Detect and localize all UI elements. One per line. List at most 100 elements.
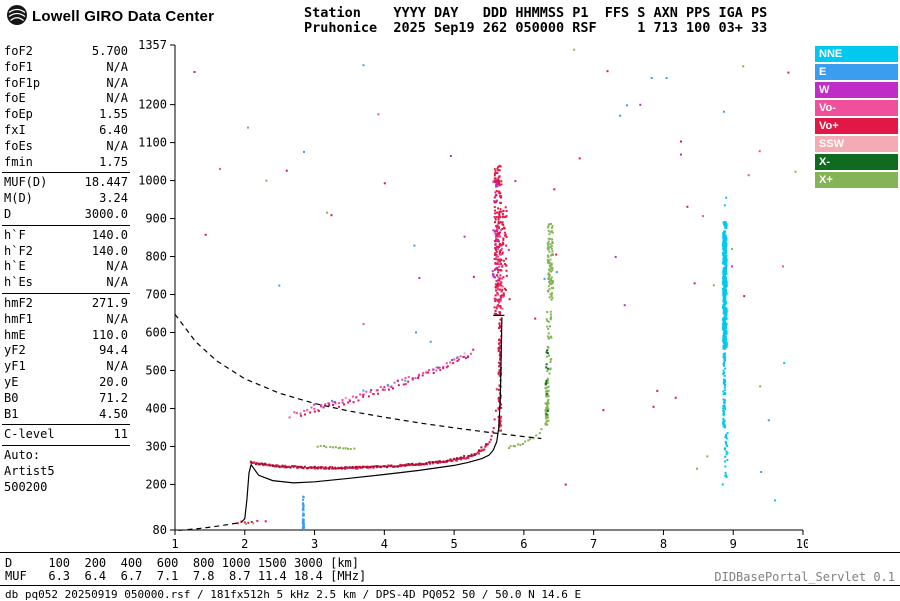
panel-divider	[2, 445, 130, 447]
legend-x-: X-	[815, 154, 898, 170]
param-foes: foEs N/A	[2, 139, 130, 155]
param-b0: B0 71.2	[2, 391, 130, 407]
param-label: B0	[4, 390, 19, 405]
param-fxi: fxI 6.40	[2, 123, 130, 139]
param-label: h`F2	[4, 243, 33, 258]
param-value: 271.9	[91, 295, 128, 310]
x-tick-label: 10	[796, 537, 808, 551]
distance-muf-table: D 100 200 400 600 800 1000 1500 3000 [km…	[5, 557, 366, 583]
y-tick-label: 400	[145, 401, 167, 415]
brand-title: Lowell GIRO Data Center	[32, 8, 215, 25]
station-header-line1: Station YYYY DAY DDD HHMMSS P1 FFS S AXN…	[304, 5, 768, 21]
param-value: N/A	[106, 75, 128, 90]
legend-vo-: Vo+	[815, 118, 898, 134]
param-ye: yE 20.0	[2, 375, 130, 391]
param-label: D	[4, 206, 12, 221]
echo-direction-legend: NNE E W Vo- Vo+ SSW X- X+	[815, 46, 898, 190]
x-tick-label: 6	[520, 537, 527, 551]
x-tick-label: 3	[311, 537, 318, 551]
param-value: 11	[113, 427, 128, 442]
y-tick-label: 500	[145, 363, 167, 377]
param-hmf2: hmF2 271.9	[2, 296, 130, 312]
panel-divider	[2, 172, 130, 174]
auto-info-line: Auto:	[4, 448, 41, 463]
param-value: 1.75	[99, 154, 128, 169]
f-trace-o-dark	[250, 443, 487, 470]
param-value: N/A	[106, 311, 128, 326]
servlet-version: DIDBasePortal_Servlet 0.1	[714, 570, 895, 584]
x-rise	[508, 428, 543, 450]
param-label: h`E	[4, 259, 26, 274]
param-value: 1.55	[99, 107, 128, 122]
param-foe: foE N/A	[2, 91, 130, 107]
separator-line-top	[0, 552, 900, 553]
param-d: D 3000.0	[2, 207, 130, 223]
param-hf2: h`F2 140.0	[2, 244, 130, 260]
param-clevel: C-level 11	[2, 427, 130, 443]
param-fmin: fmin 1.75	[2, 155, 130, 171]
giro-logo	[7, 5, 27, 25]
nne-column-low	[723, 432, 729, 479]
x-tick-label: 1	[171, 537, 178, 551]
param-yf1: yF1 N/A	[2, 359, 130, 375]
y-tick-label: 1200	[138, 98, 167, 112]
legend-nne: NNE	[815, 46, 898, 62]
x-tick-label: 8	[660, 537, 667, 551]
x-tick-label: 5	[450, 537, 457, 551]
legend-e: E	[815, 64, 898, 80]
auto-info-line: Artist5	[4, 463, 55, 478]
second-hop-ssw	[306, 352, 466, 413]
station-header: Station YYYY DAY DDD HHMMSS P1 FFS S AXN…	[304, 6, 767, 36]
param-label: yF2	[4, 343, 26, 358]
legend-vo-: Vo-	[815, 100, 898, 116]
y-tick-label: 80	[153, 523, 167, 537]
param-b1: B1 4.50	[2, 407, 130, 423]
param-label: M(D)	[4, 191, 33, 206]
param-value: 3000.0	[84, 206, 128, 221]
param-value: 4.50	[99, 406, 128, 421]
x-tick-label: 9	[730, 537, 737, 551]
y-tick-label: 700	[145, 288, 167, 302]
x-spread-mid	[545, 310, 553, 375]
param-value: 94.4	[99, 343, 128, 358]
param-label: h`F	[4, 227, 26, 242]
param-fof2: foF2 5.700	[2, 44, 130, 60]
param-he: h`E N/A	[2, 259, 130, 275]
noise-lower	[564, 385, 770, 486]
d-row: D 100 200 400 600 800 1000 1500 3000 [km…	[5, 556, 360, 570]
param-value: 6.40	[99, 122, 128, 137]
param-foep: foEp 1.55	[2, 107, 130, 123]
legend-x-: X+	[815, 172, 898, 188]
param-label: yF1	[4, 359, 26, 374]
param-label: B1	[4, 406, 19, 421]
param-label: hmF2	[4, 295, 33, 310]
noise-upper	[193, 48, 797, 343]
param-label: foEs	[4, 138, 33, 153]
panel-divider	[2, 424, 130, 426]
es-blue-column	[301, 495, 305, 530]
y-tick-label: 1357	[138, 38, 167, 52]
param-label: yE	[4, 374, 19, 389]
x-tick-label: 7	[590, 537, 597, 551]
param-value: N/A	[106, 59, 128, 74]
param-value: 5.700	[91, 44, 128, 58]
param-label: fmin	[4, 154, 33, 169]
param-label: h`Es	[4, 275, 33, 290]
param-label: hmF1	[4, 311, 33, 326]
y-tick-label: 200	[145, 477, 167, 491]
transmission-curve-dashed	[174, 313, 542, 440]
param-value: 71.2	[99, 390, 128, 405]
param-label: hmE	[4, 327, 26, 342]
x-spread-high	[546, 222, 555, 301]
param-value: N/A	[106, 359, 128, 374]
param-label: foE	[4, 91, 26, 106]
param-value: 140.0	[91, 227, 128, 242]
measurement-info: db pq052 20250919 050000.rsf / 181fx512h…	[5, 588, 582, 601]
param-value: 3.24	[99, 191, 128, 206]
param-label: MUF(D)	[4, 175, 48, 190]
param-value: 140.0	[91, 243, 128, 258]
axes: 1357120011001000900800700600500400300200…	[138, 38, 808, 551]
panel-divider	[2, 224, 130, 226]
param-label: foF1	[4, 59, 33, 74]
station-header-line2: Pruhonice 2025 Sep19 262 050000 RSF 1 71…	[304, 20, 768, 36]
